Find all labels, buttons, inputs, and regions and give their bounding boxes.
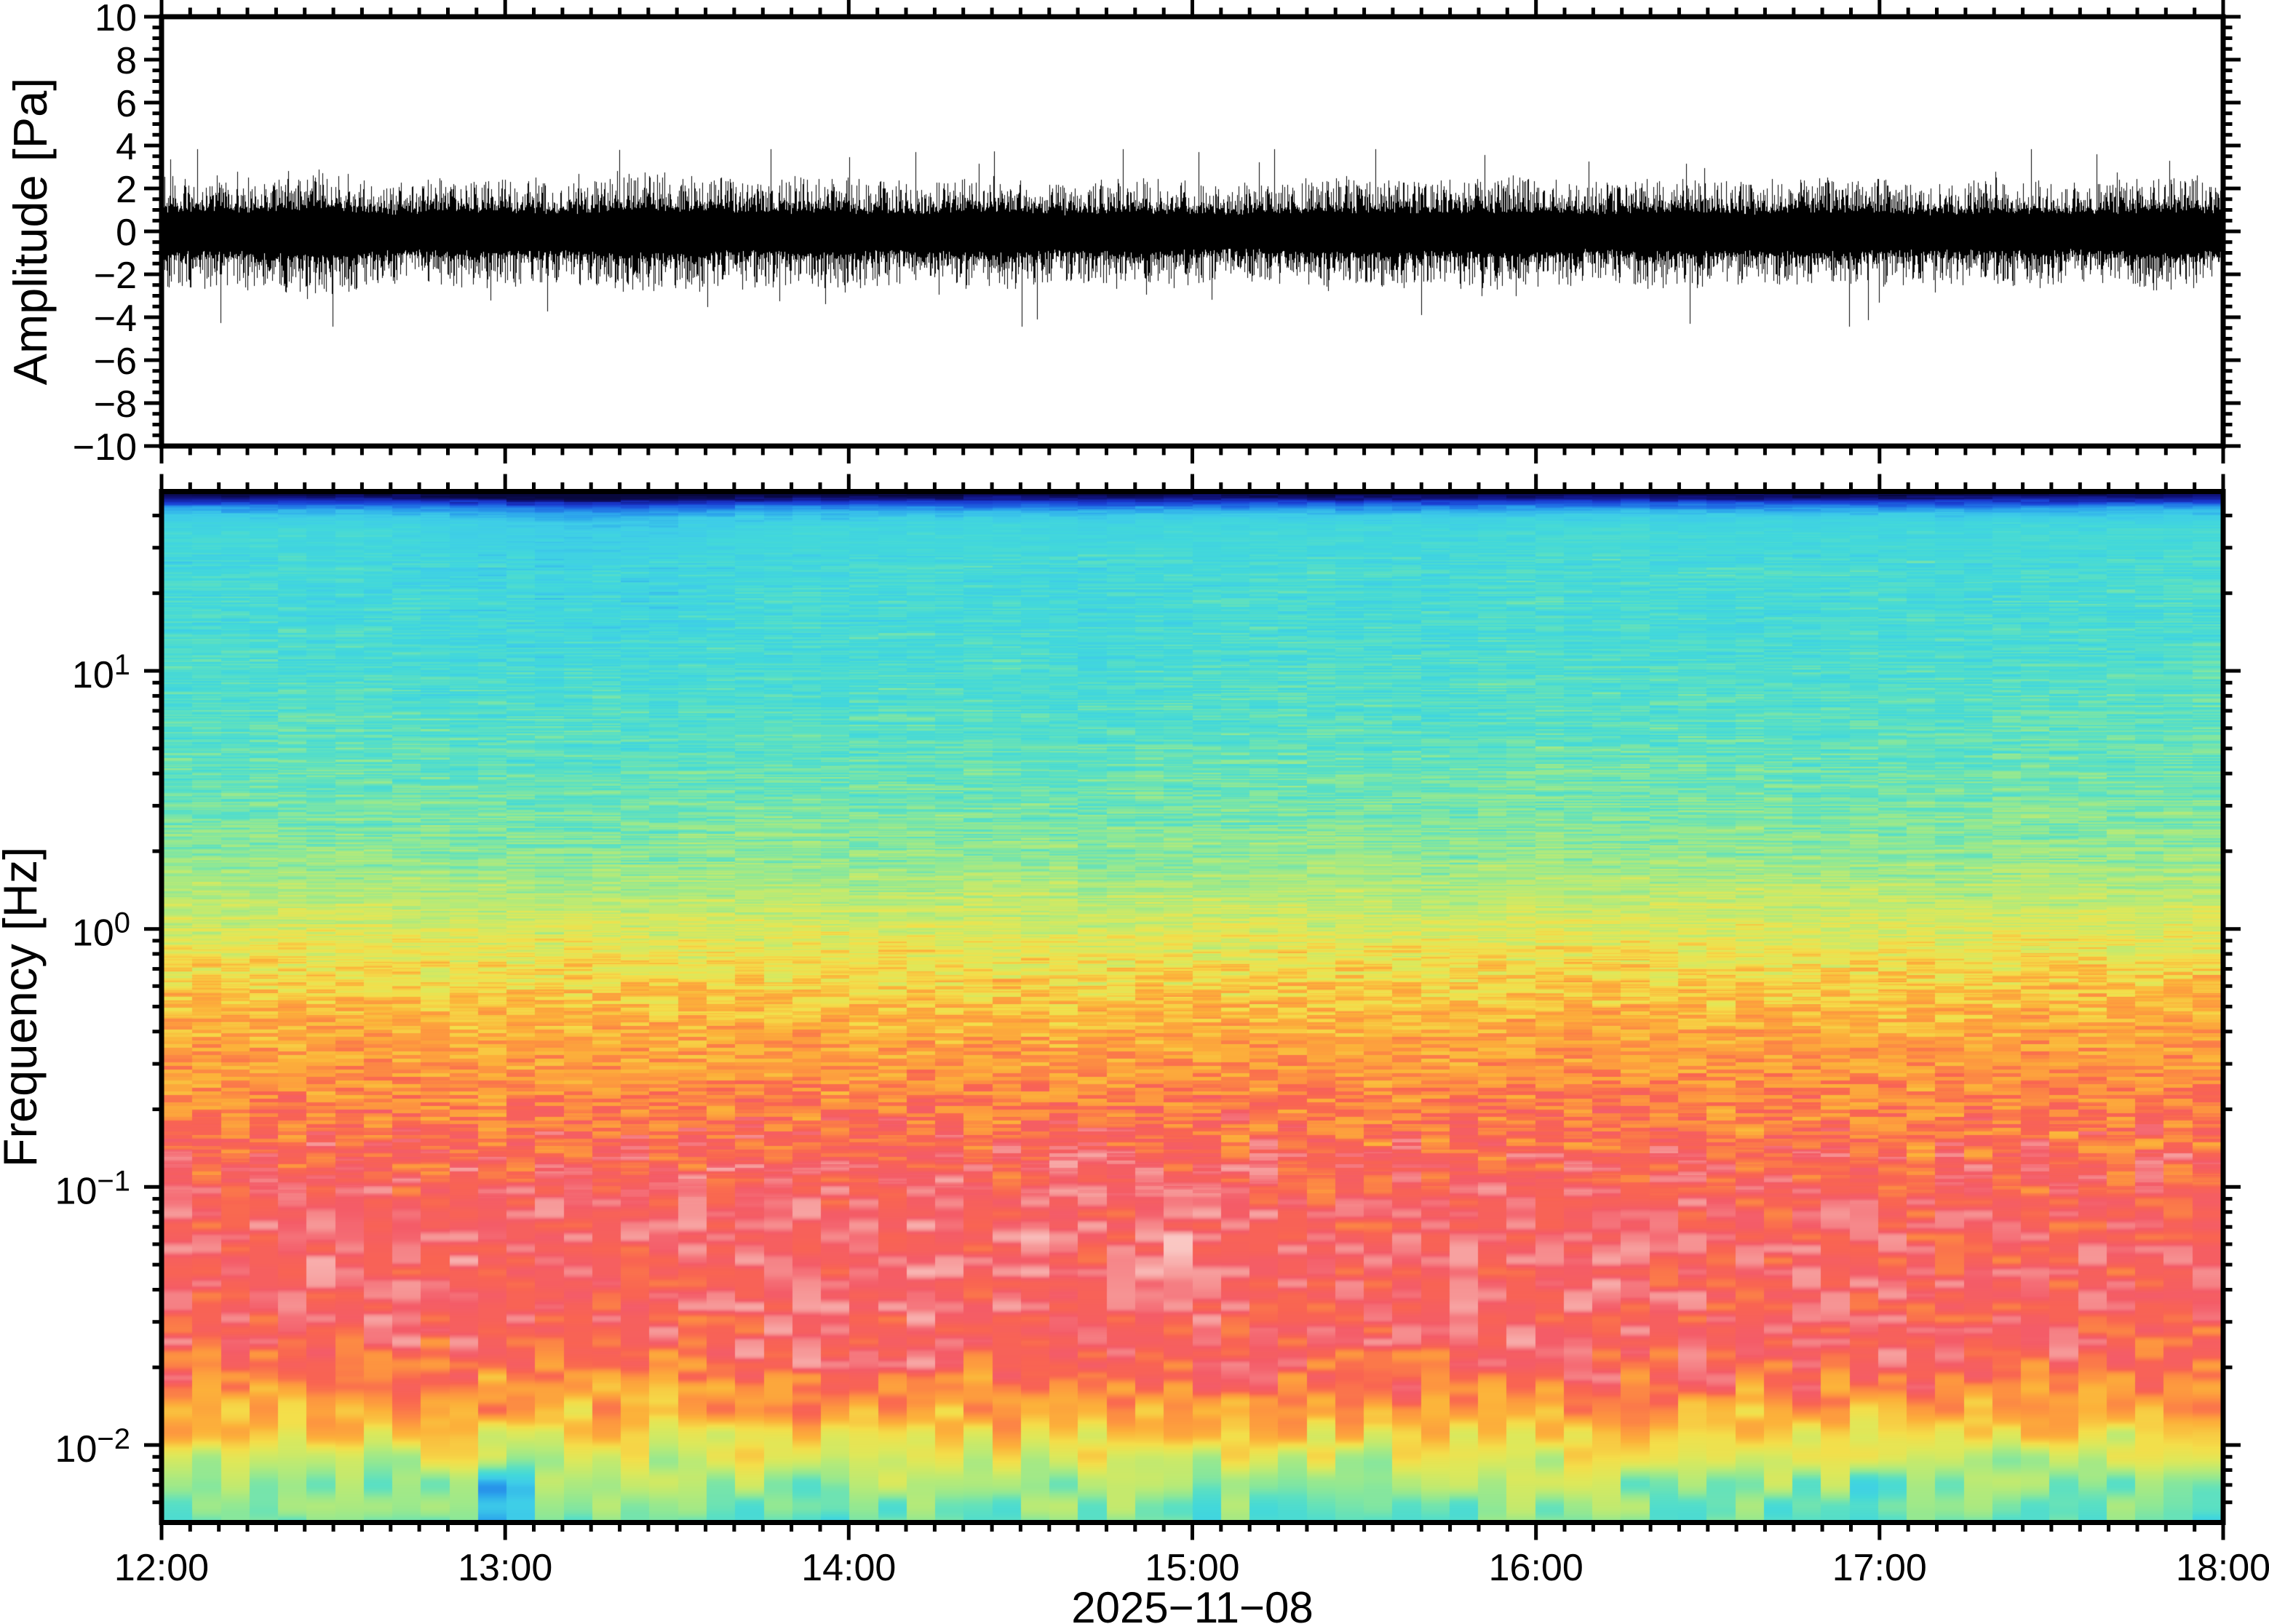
svg-text:−8: −8 xyxy=(94,383,137,426)
svg-text:0: 0 xyxy=(116,212,137,254)
svg-text:−10: −10 xyxy=(73,426,137,469)
svg-text:8: 8 xyxy=(116,40,137,82)
svg-text:17:00: 17:00 xyxy=(1832,1547,1927,1589)
svg-text:15:00: 15:00 xyxy=(1145,1547,1239,1589)
svg-text:6: 6 xyxy=(116,83,137,125)
svg-text:−4: −4 xyxy=(94,298,137,340)
svg-text:2: 2 xyxy=(116,169,137,211)
svg-text:18:00: 18:00 xyxy=(2176,1547,2269,1589)
svg-text:10−1: 10−1 xyxy=(55,1165,130,1212)
svg-text:100: 100 xyxy=(72,907,130,955)
svg-text:Amplitude [Pa]: Amplitude [Pa] xyxy=(4,78,57,386)
svg-text:10−2: 10−2 xyxy=(55,1423,130,1470)
svg-text:16:00: 16:00 xyxy=(1489,1547,1583,1589)
svg-text:2025−11−08: 2025−11−08 xyxy=(1071,1583,1314,1624)
svg-text:12:00: 12:00 xyxy=(114,1547,209,1589)
svg-text:101: 101 xyxy=(72,649,130,696)
svg-text:4: 4 xyxy=(116,126,137,168)
svg-text:13:00: 13:00 xyxy=(458,1547,552,1589)
svg-text:14:00: 14:00 xyxy=(801,1547,896,1589)
svg-text:10: 10 xyxy=(95,0,137,39)
svg-text:−6: −6 xyxy=(94,341,137,383)
svg-text:−2: −2 xyxy=(94,255,137,297)
svg-text:Frequency [Hz]: Frequency [Hz] xyxy=(0,847,47,1168)
